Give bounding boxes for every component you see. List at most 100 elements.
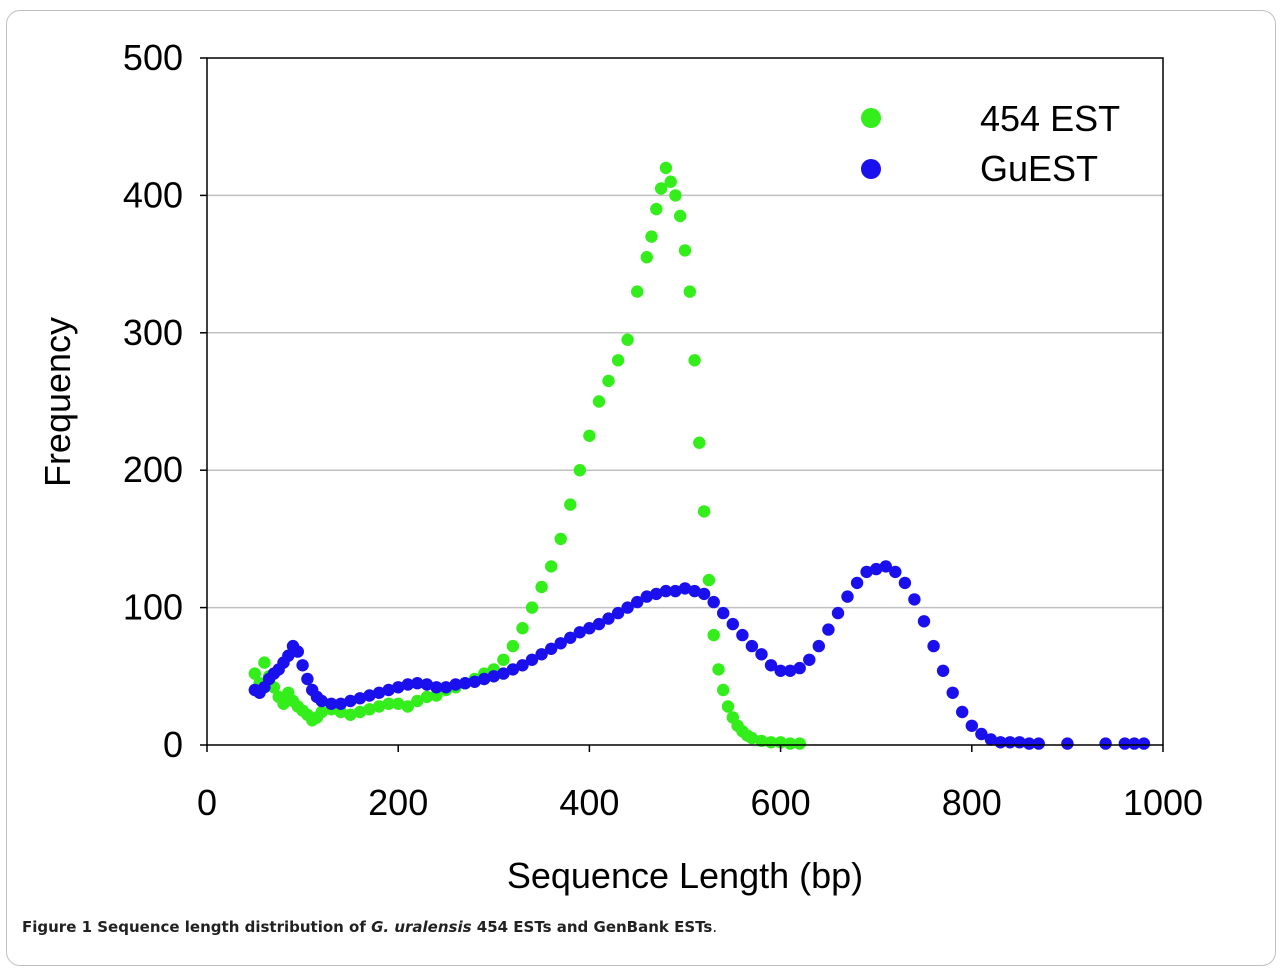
point-guest (1128, 737, 1141, 750)
point-guest (506, 663, 520, 676)
y-tick-label: 0 (163, 724, 183, 765)
point-guest (936, 664, 950, 677)
point-guest (774, 664, 787, 677)
point-guest (430, 681, 443, 694)
point-454-est (506, 639, 520, 653)
axes (206, 57, 1164, 746)
point-guest (831, 606, 845, 620)
point-454-est (683, 285, 696, 298)
point-guest (707, 595, 720, 609)
point-guest (860, 565, 873, 579)
point-guest (812, 639, 825, 653)
point-guest (908, 593, 921, 606)
point-guest (745, 639, 759, 653)
point-guest (917, 615, 931, 628)
point-guest (717, 606, 730, 620)
point-guest (592, 617, 606, 631)
legend: 454 EST GuEST (861, 98, 1120, 189)
point-guest (554, 637, 567, 650)
point-454-est (631, 285, 644, 298)
point-guest (439, 681, 453, 694)
point-guest (573, 626, 586, 639)
point-guest (841, 590, 854, 603)
caption-suffix: 454 ESTs and GenBank ESTs (471, 918, 713, 936)
legend-marker-guest (861, 159, 881, 179)
point-454-est (755, 734, 768, 748)
point-guest (602, 612, 615, 625)
point-guest (363, 689, 376, 702)
point-guest (822, 623, 835, 636)
point-guest (650, 587, 663, 601)
point-guest (927, 639, 940, 653)
point-454-est (707, 628, 720, 642)
point-guest (334, 697, 347, 710)
x-tick-label: 200 (368, 782, 428, 823)
point-guest (965, 719, 978, 732)
point-454-est (693, 436, 706, 449)
point-454-est (392, 697, 405, 710)
point-guest (1032, 737, 1045, 750)
point-454-est (602, 374, 615, 388)
point-454-est (372, 700, 386, 713)
point-454-est (248, 667, 261, 680)
point-guest (803, 653, 816, 666)
point-454-est (654, 182, 668, 195)
point-guest (956, 705, 969, 719)
point-guest (889, 565, 902, 579)
point-guest (497, 667, 510, 680)
point-454-est (554, 532, 567, 546)
point-guest (487, 670, 500, 683)
point-454-est (564, 498, 577, 511)
legend-label-454-est: 454 EST (980, 98, 1120, 139)
point-454-est (573, 464, 586, 477)
point-454-est (717, 683, 730, 697)
point-guest (678, 582, 692, 595)
point-454-est (516, 622, 529, 635)
point-454-est (353, 705, 367, 719)
point-guest (315, 694, 328, 708)
point-guest (975, 727, 988, 741)
point-454-est (420, 690, 434, 704)
legend-marker-454-est (861, 108, 881, 128)
tick-labels: 0 200 400 600 800 1000 0 100 200 300 400 500 (123, 37, 1203, 823)
point-guest (325, 697, 338, 710)
point-454-est (277, 697, 290, 710)
y-tick-label: 300 (123, 312, 183, 353)
point-454-est (401, 700, 414, 713)
y-tick-label: 100 (123, 587, 183, 628)
point-guest (784, 664, 797, 677)
point-454-est (545, 560, 558, 573)
point-guest (545, 642, 558, 655)
point-454-est (611, 354, 625, 367)
x-tick-label: 400 (559, 782, 619, 823)
point-454-est (497, 653, 510, 666)
caption-prefix: Figure 1 Sequence length distribution of (22, 918, 372, 936)
point-guest (1137, 737, 1151, 750)
point-454-est (697, 505, 711, 518)
scatter-chart: 0 200 400 600 800 1000 0 100 200 300 400 500 Sequen… (37, 37, 1203, 896)
point-guest (879, 560, 892, 573)
point-454-est (793, 737, 806, 750)
point-guest (282, 649, 295, 662)
point-guest (755, 648, 768, 661)
point-454-est (411, 694, 424, 708)
point-454-est (363, 703, 376, 716)
y-axis-label: Frequency (37, 317, 78, 487)
point-454-est (315, 705, 328, 719)
point-guest (640, 590, 653, 603)
figure-caption: Figure 1 Sequence length distribution of… (22, 918, 717, 936)
point-guest (611, 606, 625, 620)
point-guest (688, 584, 701, 598)
point-guest (870, 562, 883, 576)
point-guest (697, 587, 711, 601)
x-tick-label: 0 (197, 782, 217, 823)
point-guest (382, 683, 395, 697)
point-guest (793, 661, 806, 675)
point-guest (344, 694, 357, 708)
point-guest (458, 677, 472, 690)
point-guest (1118, 737, 1132, 750)
point-454-est (674, 209, 687, 223)
point-guest (301, 672, 314, 686)
point-454-est (664, 175, 677, 188)
point-guest (736, 628, 749, 642)
